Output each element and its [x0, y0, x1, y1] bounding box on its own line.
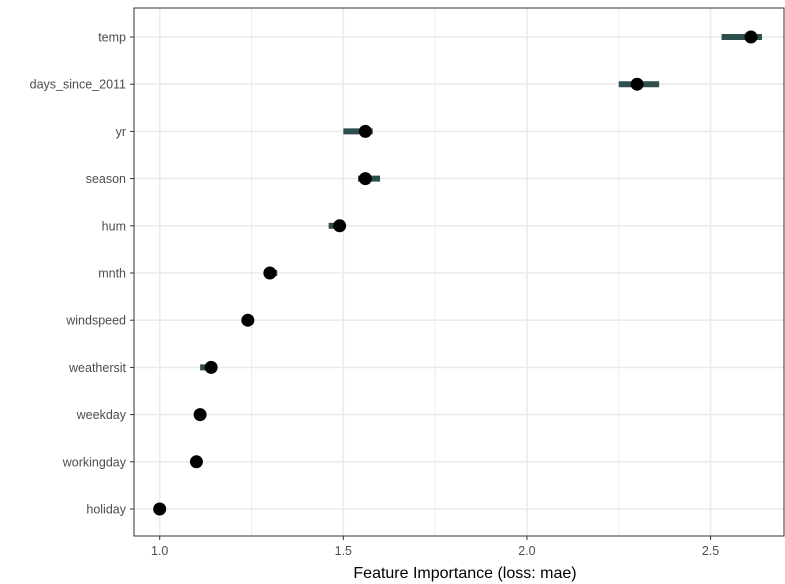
y-tick-label: yr [116, 125, 126, 139]
importance-point [153, 502, 167, 516]
importance-point [333, 219, 347, 233]
y-tick-label: windspeed [65, 314, 126, 328]
x-tick-label: 2.0 [518, 544, 535, 558]
importance-point [204, 360, 218, 374]
importance-point [189, 455, 203, 469]
importance-point [241, 313, 255, 327]
x-axis: 1.0 1.5 2.0 2.5 [151, 536, 719, 558]
y-tick-label: temp [98, 31, 126, 45]
y-tick-label: mnth [98, 267, 126, 281]
grid-layer [134, 8, 784, 536]
importance-point [358, 124, 372, 138]
importance-point [744, 30, 758, 44]
panel-border [133, 7, 785, 537]
y-tick-label: days_since_2011 [30, 78, 126, 92]
point-layer [153, 30, 758, 516]
importance-point [263, 266, 277, 280]
y-tick-label: workingday [62, 455, 127, 469]
y-tick-label: holiday [86, 503, 126, 517]
y-tick-label: weathersit [68, 361, 126, 375]
x-axis-title: Feature Importance (loss: mae) [353, 565, 576, 582]
x-tick-label: 1.5 [335, 544, 352, 558]
interval-layer [200, 34, 762, 371]
y-tick-label: season [86, 172, 126, 186]
importance-point [193, 408, 207, 422]
x-tick-label: 2.5 [702, 544, 719, 558]
y-tick-label: weekday [76, 408, 127, 422]
importance-point [358, 172, 372, 186]
x-tick-label: 1.0 [151, 544, 168, 558]
importance-point [630, 77, 644, 91]
y-tick-label: hum [102, 219, 126, 233]
